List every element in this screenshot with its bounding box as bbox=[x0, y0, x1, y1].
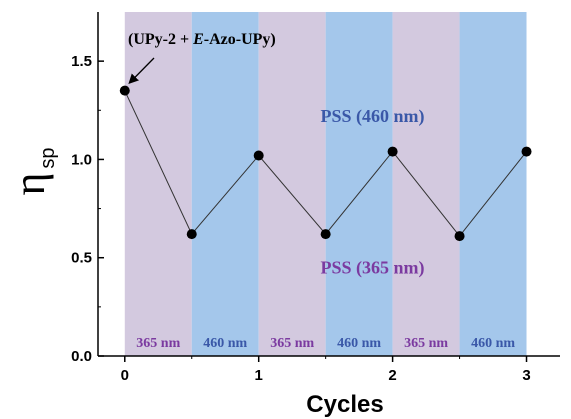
band-3 bbox=[325, 12, 393, 356]
band-label-4: 365 nm bbox=[404, 336, 448, 351]
band-2 bbox=[258, 12, 326, 356]
band-label-2: 365 nm bbox=[270, 336, 314, 351]
y-tick-label-2: 1.0 bbox=[71, 151, 92, 168]
data-point-6 bbox=[521, 146, 532, 157]
data-point-4 bbox=[387, 146, 398, 157]
band-0 bbox=[124, 12, 192, 356]
data-point-3 bbox=[320, 229, 331, 240]
x-axis-title: Cycles bbox=[306, 391, 383, 418]
band-label-3: 460 nm bbox=[337, 336, 381, 351]
x-tick-label-1: 1 bbox=[255, 367, 263, 384]
y-tick-label-3: 1.5 bbox=[71, 53, 92, 70]
annotation-layer: PSS (460 nm) PSS (365 nm) (UPy-2 + E-Azo-U… bbox=[128, 31, 425, 279]
series-layer bbox=[119, 85, 532, 242]
sample-label: (UPy-2 + E-Azo-UPy) bbox=[128, 31, 276, 48]
x-tick-label-2: 2 bbox=[388, 367, 396, 384]
axes-layer: 0.0 0.5 1.0 1.5 0 1 2 3 Cycles η sp bbox=[5, 12, 560, 418]
y-tick-label-1: 0.5 bbox=[71, 250, 92, 267]
sample-label-part3: -Azo-UPy) bbox=[204, 31, 276, 48]
band-label-0: 365 nm bbox=[136, 336, 180, 351]
data-point-1 bbox=[186, 229, 197, 240]
band-5 bbox=[459, 12, 527, 356]
sample-label-part1: (UPy-2 + bbox=[128, 31, 193, 48]
pss-annotation-1: PSS (365 nm) bbox=[321, 258, 425, 279]
band-label-1: 460 nm bbox=[203, 336, 247, 351]
band-4 bbox=[392, 12, 460, 356]
data-point-0 bbox=[119, 85, 130, 96]
x-tick-label-0: 0 bbox=[121, 367, 129, 384]
band-1 bbox=[191, 12, 259, 356]
sample-label-part2: E bbox=[192, 31, 204, 48]
data-point-5 bbox=[454, 231, 465, 242]
y-axis-title-main: η bbox=[5, 172, 54, 195]
y-tick-label-0: 0.0 bbox=[71, 348, 92, 365]
x-tick-label-3: 3 bbox=[522, 367, 530, 384]
pss-annotation-0: PSS (460 nm) bbox=[321, 106, 425, 127]
y-axis-title: η sp bbox=[5, 147, 59, 195]
y-axis-title-sub: sp bbox=[37, 147, 59, 168]
band-layer: 365 nm 460 nm 365 nm 460 nm 365 nm 460 nm bbox=[124, 12, 527, 356]
sample-arrow bbox=[128, 57, 155, 85]
band-label-5: 460 nm bbox=[471, 336, 515, 351]
data-point-2 bbox=[253, 150, 264, 161]
